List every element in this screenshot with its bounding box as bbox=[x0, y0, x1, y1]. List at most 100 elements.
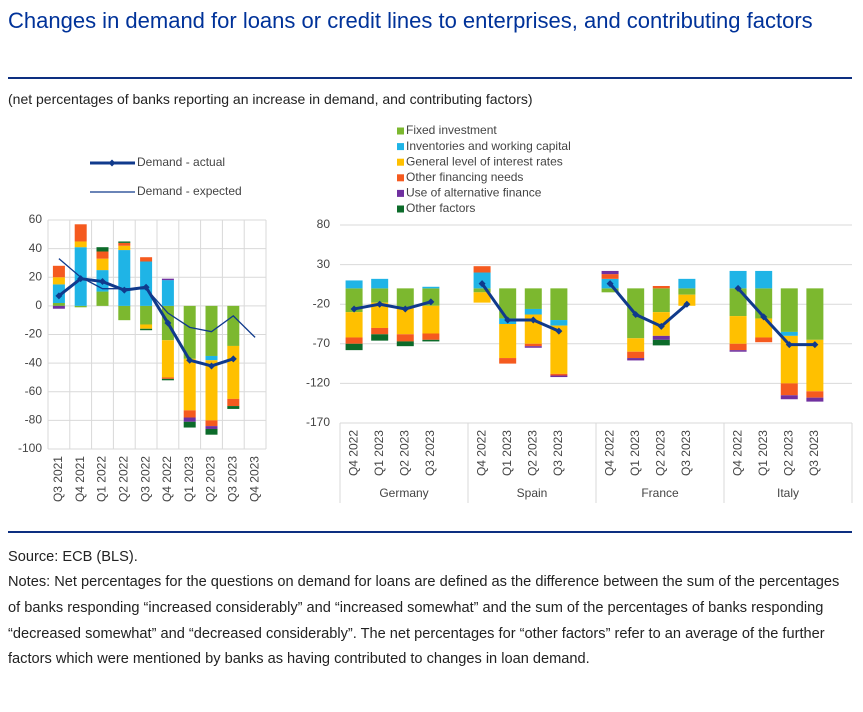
actual-line bbox=[480, 282, 560, 333]
expected-line bbox=[58, 258, 256, 338]
x-tick-label: Q3 2023 bbox=[551, 430, 565, 476]
x-tick-label: Q4 2022 bbox=[346, 430, 360, 476]
x-tick-label: Q1 2023 bbox=[756, 430, 770, 476]
bar bbox=[52, 305, 65, 309]
y-tick-label: 80 bbox=[317, 217, 331, 231]
title-rule bbox=[8, 77, 852, 79]
y-tick-label: -80 bbox=[25, 413, 43, 427]
bar bbox=[396, 308, 414, 335]
legend-label: Demand - actual bbox=[137, 155, 225, 169]
y-tick-label: -120 bbox=[306, 376, 330, 390]
bar bbox=[678, 288, 696, 295]
x-tick-label: Q1 2023 bbox=[182, 456, 196, 502]
y-tick-label: -100 bbox=[18, 441, 42, 455]
bar bbox=[422, 305, 440, 334]
bar bbox=[601, 274, 619, 279]
x-tick-label: Q3 2023 bbox=[679, 430, 693, 476]
notes: Notes: Net percentages for the questions… bbox=[8, 574, 840, 668]
bar bbox=[499, 324, 517, 359]
group-label: Germany bbox=[379, 486, 428, 500]
bar bbox=[473, 266, 491, 273]
bar bbox=[652, 288, 670, 313]
bar bbox=[601, 270, 619, 275]
legend-swatch bbox=[397, 143, 404, 151]
legend-marker bbox=[108, 159, 116, 167]
bar bbox=[345, 337, 363, 344]
bar bbox=[524, 288, 542, 309]
bar bbox=[161, 278, 174, 281]
legend-swatch bbox=[397, 127, 404, 135]
y-tick-label: 40 bbox=[29, 241, 43, 255]
bar bbox=[396, 341, 414, 347]
actual-line-marker bbox=[657, 322, 665, 330]
bar bbox=[74, 224, 87, 242]
bar bbox=[205, 428, 218, 435]
y-tick-label: -70 bbox=[313, 336, 331, 350]
bar bbox=[140, 324, 153, 329]
bar bbox=[729, 350, 747, 352]
bar bbox=[118, 241, 131, 243]
actual-line-marker bbox=[164, 319, 172, 327]
bar bbox=[652, 335, 670, 340]
bar bbox=[678, 278, 696, 289]
bar bbox=[183, 305, 196, 359]
bar bbox=[755, 270, 773, 289]
bar bbox=[74, 305, 87, 308]
bar bbox=[52, 303, 65, 306]
legend-label: Use of alternative finance bbox=[406, 186, 542, 200]
group-label: France bbox=[641, 486, 679, 500]
bar bbox=[806, 397, 824, 402]
legend-label: Demand - expected bbox=[137, 184, 242, 198]
actual-line-marker bbox=[760, 313, 768, 321]
bar bbox=[371, 327, 389, 335]
bar bbox=[183, 417, 196, 422]
bar bbox=[806, 288, 824, 340]
bar bbox=[550, 373, 568, 376]
actual-line-marker bbox=[683, 300, 691, 308]
bar bbox=[227, 305, 240, 346]
x-tick-label: Q3 2023 bbox=[807, 430, 821, 476]
legend-label: Fixed investment bbox=[406, 123, 497, 137]
x-tick-label: Q3 2021 bbox=[51, 456, 65, 502]
x-tick-label: Q3 2023 bbox=[225, 456, 239, 502]
bar bbox=[422, 333, 440, 340]
bar bbox=[118, 242, 131, 246]
legend-label: Other factors bbox=[406, 201, 475, 215]
x-tick-label: Q2 2022 bbox=[116, 456, 130, 502]
actual-line bbox=[608, 282, 688, 329]
y-tick-label: 30 bbox=[317, 257, 331, 271]
y-tick-label: -170 bbox=[306, 415, 330, 429]
actual-line-marker bbox=[55, 292, 63, 300]
actual-line-marker bbox=[811, 341, 819, 349]
bar bbox=[205, 426, 218, 429]
bar bbox=[74, 241, 87, 248]
y-tick-label: 60 bbox=[29, 212, 43, 226]
actual-line-marker bbox=[350, 305, 358, 313]
bar bbox=[345, 312, 363, 338]
bar bbox=[183, 421, 196, 428]
bar bbox=[550, 320, 568, 326]
bar bbox=[499, 358, 517, 364]
actual-line-marker bbox=[606, 280, 614, 288]
title: Changes in demand for loans or credit li… bbox=[8, 8, 813, 33]
y-tick-label: -40 bbox=[25, 355, 43, 369]
legend-swatch bbox=[397, 189, 404, 197]
bar bbox=[780, 335, 798, 384]
x-tick-label: Q2 2023 bbox=[204, 456, 218, 502]
bar bbox=[524, 346, 542, 348]
x-tick-label: Q1 2023 bbox=[372, 430, 386, 476]
bar bbox=[118, 305, 131, 321]
bar bbox=[96, 247, 109, 252]
bar bbox=[678, 294, 696, 306]
legend-label: Other financing needs bbox=[406, 170, 523, 184]
bar bbox=[499, 288, 517, 319]
bar bbox=[371, 288, 389, 303]
bar bbox=[729, 288, 747, 317]
bar bbox=[96, 251, 109, 259]
actual-line-marker bbox=[529, 316, 537, 324]
bar bbox=[345, 288, 363, 313]
y-tick-label: 0 bbox=[35, 298, 42, 312]
actual-line-marker bbox=[632, 310, 640, 318]
y-tick-label: -20 bbox=[25, 327, 43, 341]
